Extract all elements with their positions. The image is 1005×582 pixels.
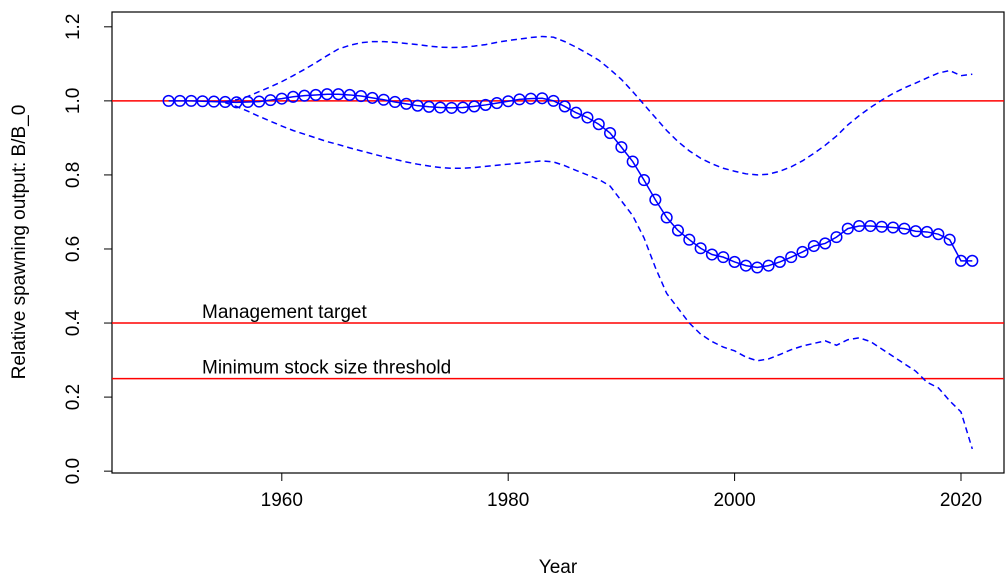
data-point: [287, 90, 300, 103]
data-point: [513, 93, 526, 106]
data-point: [739, 259, 752, 272]
data-point: [887, 221, 900, 234]
data-point: [751, 261, 764, 274]
data-point: [785, 251, 798, 264]
data-point: [875, 220, 888, 233]
data-point: [762, 259, 775, 272]
data-point: [604, 127, 617, 140]
data-point: [807, 239, 820, 253]
data-point: [388, 95, 402, 109]
data-point: [841, 222, 854, 235]
x-tick-label: 1960: [261, 490, 303, 511]
y-axis-label: Relative spawning output: B/B_0: [9, 105, 30, 380]
data-point: [932, 228, 945, 241]
data-point: [354, 90, 368, 103]
data-point: [275, 92, 288, 105]
data-point: [728, 255, 741, 268]
data-point: [468, 100, 481, 113]
y-tick-label: 0.0: [63, 458, 84, 484]
x-tick-label: 1980: [487, 490, 529, 511]
data-point: [343, 88, 356, 101]
data-point: [660, 211, 673, 224]
y-tick-label: 0.8: [63, 162, 84, 188]
data-point: [683, 233, 696, 246]
data-point: [411, 99, 424, 112]
data-point: [615, 141, 628, 154]
data-point: [796, 245, 809, 258]
data-point: [592, 118, 605, 131]
data-point: [490, 97, 503, 110]
data-point: [479, 98, 492, 111]
data-point: [422, 100, 436, 113]
data-point: [705, 248, 718, 261]
data-point: [920, 225, 934, 238]
y-tick-label: 1.0: [63, 88, 84, 114]
data-point: [253, 95, 266, 108]
data-point: [558, 100, 571, 113]
data-point: [298, 89, 311, 102]
data-point: [966, 254, 979, 267]
data-point: [377, 93, 390, 106]
data-point: [456, 101, 469, 114]
data-point: [864, 219, 877, 233]
data-point: [570, 106, 583, 119]
plot-frame: [111, 11, 1005, 474]
data-point: [581, 111, 594, 124]
data-point: [332, 88, 345, 101]
data-point: [536, 92, 549, 105]
x-tick-label: 2000: [713, 490, 755, 511]
data-point: [626, 155, 639, 168]
series-line: [225, 35, 973, 176]
data-point: [671, 224, 685, 237]
data-point: [502, 95, 515, 108]
y-tick-label: 0.6: [63, 236, 84, 262]
data-point: [309, 88, 322, 101]
data-point: [649, 193, 662, 206]
data-point: [830, 231, 843, 244]
data-point: [773, 255, 786, 268]
data-point: [400, 97, 413, 110]
reference-label: Management target: [202, 302, 367, 323]
data-point: [909, 225, 922, 238]
data-point: [717, 251, 730, 264]
data-point: [264, 94, 277, 107]
reference-label: Minimum stock size threshold: [202, 358, 451, 379]
data-point: [898, 222, 911, 235]
series-line: [224, 102, 974, 450]
x-axis-label: Year: [539, 557, 578, 578]
data-point: [943, 233, 956, 246]
data-point: [694, 242, 707, 255]
y-tick-label: 0.4: [63, 309, 84, 336]
data-point: [547, 94, 560, 107]
data-point: [366, 91, 379, 104]
x-tick-label: 2020: [940, 490, 982, 511]
y-tick-label: 0.2: [63, 384, 84, 410]
data-point: [819, 237, 832, 250]
series-line: [168, 93, 973, 269]
y-tick-label: 1.2: [63, 14, 84, 40]
data-point: [637, 174, 651, 187]
